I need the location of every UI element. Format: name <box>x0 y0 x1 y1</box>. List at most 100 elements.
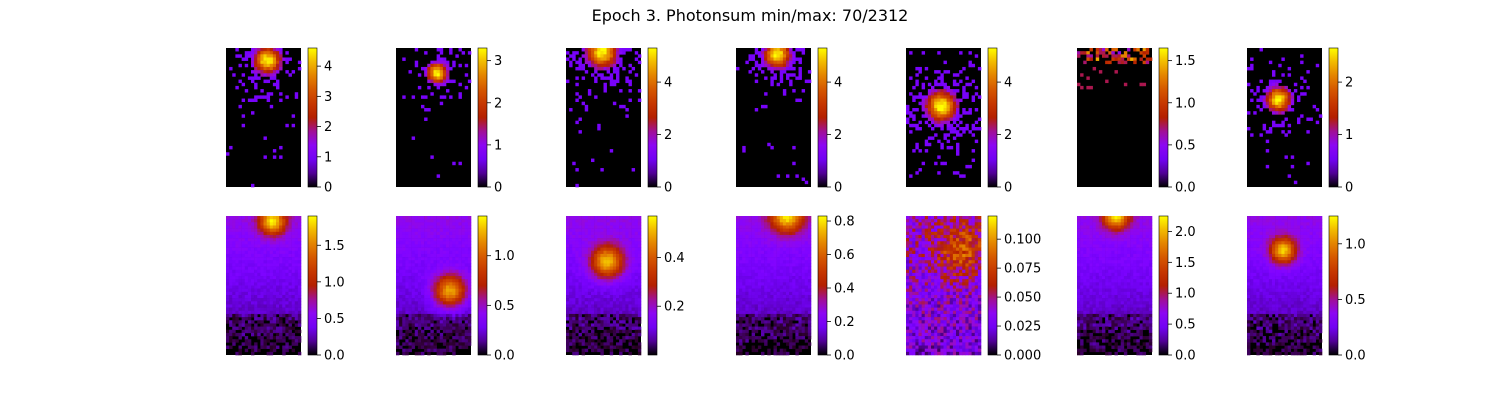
heatmap-cell <box>427 307 431 312</box>
heatmap-cell <box>609 244 614 248</box>
heatmap-cell <box>739 285 743 289</box>
heatmap-cell <box>1290 92 1295 96</box>
heatmap-cell <box>269 310 274 315</box>
heatmap-cell <box>600 266 604 271</box>
heatmap-cell <box>786 241 790 245</box>
heatmap-cell <box>455 294 459 299</box>
heatmap-cell <box>767 219 771 223</box>
heatmap-cell <box>417 216 422 220</box>
heatmap-cell <box>761 219 765 223</box>
heatmap-cell <box>402 272 406 277</box>
heatmap-cell <box>742 263 746 267</box>
heatmap-cell <box>276 317 280 321</box>
heatmap-cell <box>241 219 246 223</box>
heatmap-cell <box>628 279 632 283</box>
heatmap-cell <box>266 228 271 233</box>
heatmap-cell <box>1281 73 1285 77</box>
heatmap-cell <box>241 342 246 346</box>
heatmap-cell <box>779 272 784 277</box>
heatmap-cell <box>584 54 589 58</box>
heatmap-cell <box>757 216 762 220</box>
heatmap-cell <box>606 272 611 277</box>
heatmap-cell <box>789 307 793 312</box>
heatmap-cell <box>439 336 444 340</box>
heatmap-cell <box>396 288 400 293</box>
heatmap-cell <box>782 89 787 93</box>
heatmap-cell <box>591 317 595 321</box>
heatmap-cell <box>455 304 459 308</box>
heatmap-cell <box>956 101 960 106</box>
heatmap-cell <box>566 219 570 223</box>
heatmap-cell <box>949 130 954 134</box>
heatmap-cell <box>600 54 604 58</box>
heatmap-cell <box>594 231 598 236</box>
heatmap-cell <box>279 60 283 65</box>
heatmap-cell <box>467 231 472 236</box>
heatmap-cell <box>247 222 252 226</box>
heatmap-cell <box>581 298 586 302</box>
heatmap-cell <box>736 250 740 255</box>
colorbar-tick-label: 0 <box>494 181 502 196</box>
heatmap-cell <box>1284 117 1288 121</box>
heatmap-cell <box>584 241 589 245</box>
heatmap-cell <box>606 54 611 58</box>
heatmap-cell <box>776 263 781 267</box>
heatmap-cell <box>405 228 409 233</box>
heatmap-cell <box>591 158 595 163</box>
heatmap-cell <box>569 307 573 312</box>
heatmap-cell <box>241 285 246 289</box>
heatmap-cell <box>591 310 595 315</box>
heatmap-cell <box>1120 54 1125 58</box>
heatmap-cell <box>291 260 296 264</box>
heatmap-cell <box>937 76 941 80</box>
heatmap-cell <box>807 231 812 236</box>
heatmap-cell <box>238 310 242 315</box>
heatmap-cell <box>572 288 576 293</box>
heatmap-cell <box>229 313 233 318</box>
heatmap-cell <box>294 282 299 286</box>
heatmap-cell <box>266 60 271 65</box>
heatmap-cell <box>399 234 403 239</box>
heatmap-cell <box>297 250 302 255</box>
heatmap-cell <box>572 247 576 252</box>
heatmap-cell <box>792 222 796 226</box>
heatmap-cell <box>226 298 230 302</box>
heatmap-cell <box>452 60 456 65</box>
heatmap-cell <box>786 66 790 71</box>
heatmap-cell <box>931 117 935 121</box>
heatmap-cell <box>421 336 425 340</box>
heatmap-cell <box>776 332 781 337</box>
heatmap-cell <box>1300 92 1304 96</box>
heatmap-cell <box>748 231 752 236</box>
heatmap-cell <box>742 294 746 299</box>
heatmap-cell <box>751 54 756 58</box>
heatmap-cell <box>402 247 406 252</box>
heatmap-cell <box>288 234 292 239</box>
heatmap-cell <box>279 228 283 233</box>
heatmap-cell <box>609 241 614 245</box>
heatmap-cell <box>739 231 743 236</box>
heatmap-cell <box>773 66 777 71</box>
heatmap-cell <box>251 298 255 302</box>
heatmap-cell <box>801 279 806 283</box>
heatmap-cell <box>433 253 437 258</box>
heatmap-cell <box>572 250 576 255</box>
heatmap-cell <box>915 82 919 87</box>
heatmap-cell <box>804 288 809 293</box>
heatmap-cell <box>566 336 570 340</box>
heatmap-cell <box>1315 63 1320 68</box>
heatmap-cell <box>294 310 299 315</box>
heatmap-cell <box>789 266 793 271</box>
heatmap-cell <box>807 285 812 289</box>
heatmap-cell <box>773 282 777 286</box>
heatmap-cell <box>934 117 938 121</box>
heatmap-cell <box>260 336 264 340</box>
heatmap-cell <box>587 219 592 223</box>
heatmap-cell <box>269 282 274 286</box>
heatmap-cell <box>786 329 790 334</box>
heatmap-cell <box>934 79 938 84</box>
heatmap-cell <box>625 282 629 286</box>
heatmap-cell <box>1265 104 1270 109</box>
heatmap-cell <box>229 291 233 296</box>
heatmap-cell <box>436 282 441 286</box>
